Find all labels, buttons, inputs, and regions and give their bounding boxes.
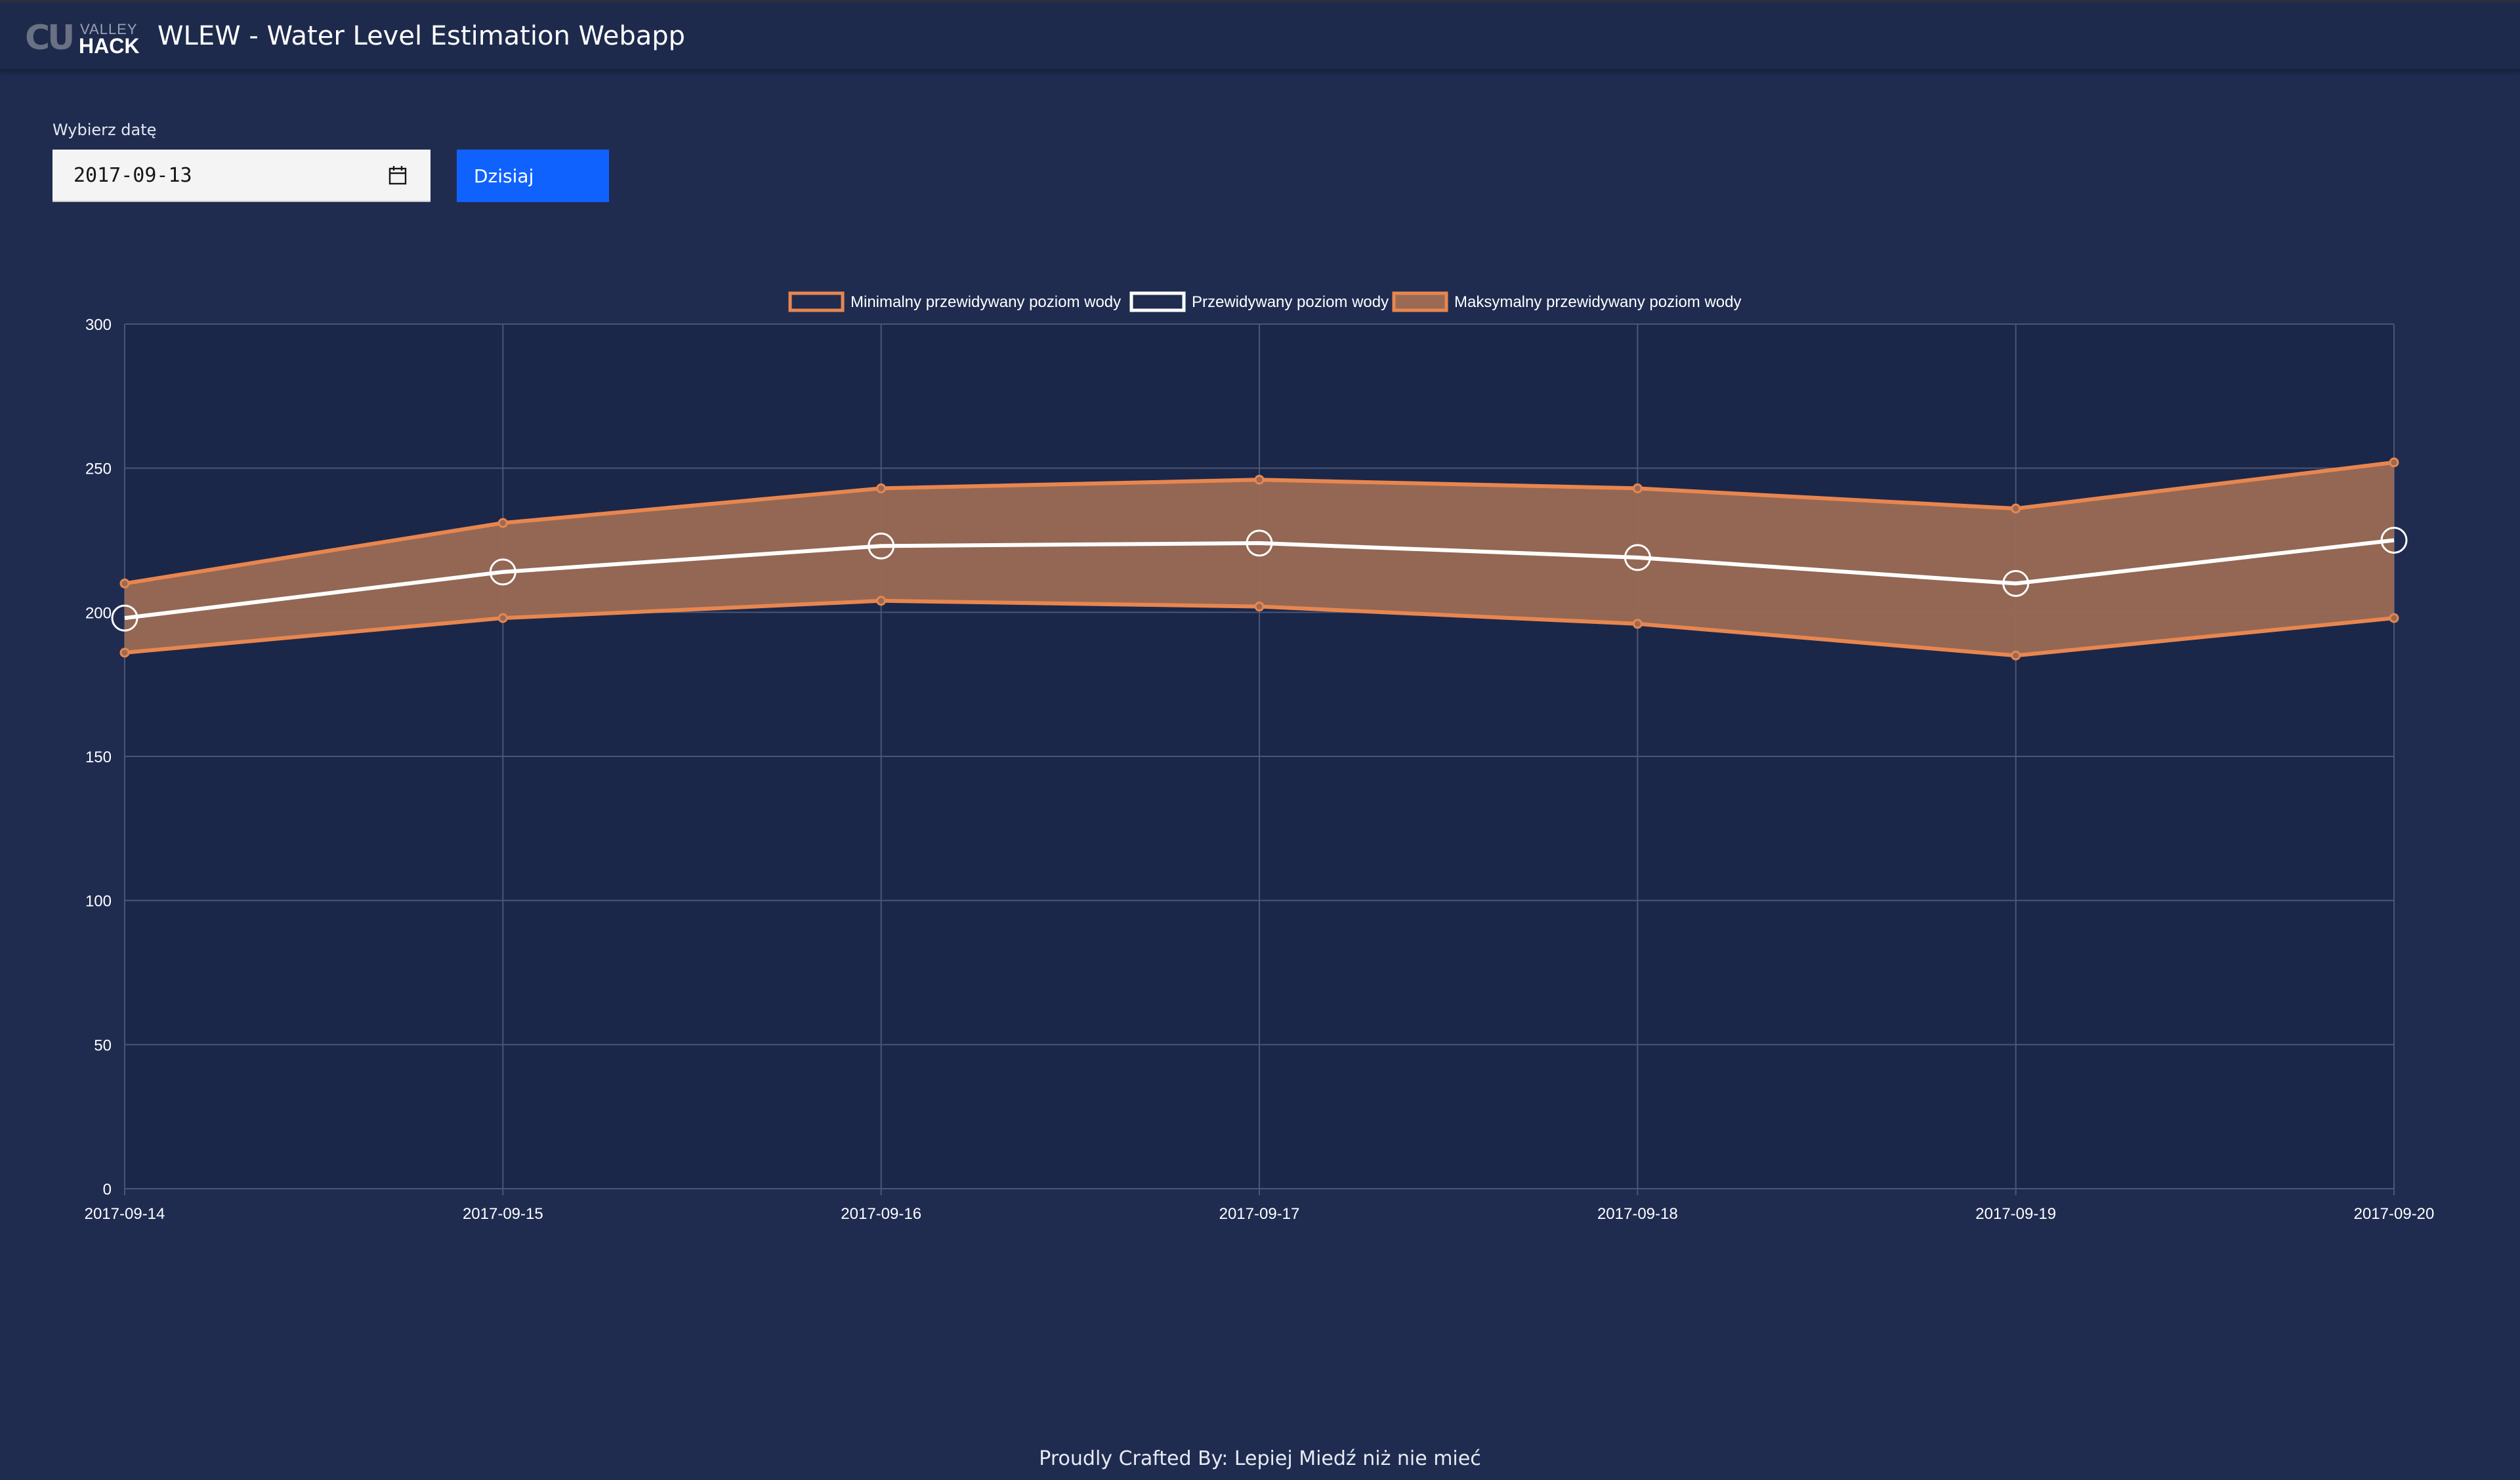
max-point-2 — [876, 483, 887, 493]
legend-label-max: Maksymalny przewidywany poziom wody — [1454, 293, 1741, 311]
legend-label-min: Minimalny przewidywany poziom wody — [850, 293, 1121, 311]
min-point-5 — [2011, 650, 2021, 661]
app-title: WLEW - Water Level Estimation Webapp — [158, 21, 686, 51]
min-point-0 — [119, 648, 130, 658]
y-tick-label-4: 200 — [85, 604, 112, 622]
logo-mark: CU — [25, 18, 75, 58]
legend-swatch-predicted — [1129, 291, 1186, 312]
x-tick-label-5: 2017-09-19 — [1975, 1205, 2056, 1223]
predicted-point-0 — [111, 604, 138, 632]
max-point-3 — [1254, 474, 1265, 485]
y-tick-label-0: 0 — [103, 1181, 112, 1199]
predicted-point-3 — [1246, 529, 1273, 557]
calendar-icon[interactable] — [388, 165, 407, 185]
date-picker-label: Wybierz datę — [52, 121, 157, 139]
min-point-4 — [1632, 619, 1643, 629]
x-tick-label-3: 2017-09-17 — [1219, 1205, 1300, 1223]
min-point-3 — [1254, 602, 1265, 612]
logo-top-text: VALLEY — [80, 21, 138, 37]
top-bar: CU VALLEY HACK WLEW - Water Level Estima… — [0, 0, 2520, 71]
min-point-2 — [876, 596, 887, 606]
min-point-1 — [497, 613, 508, 623]
x-tick-label-0: 2017-09-14 — [85, 1205, 165, 1223]
y-tick-label-2: 100 — [85, 893, 112, 911]
legend-swatch-min — [788, 291, 845, 312]
predicted-point-1 — [489, 558, 516, 586]
max-point-6 — [2389, 457, 2399, 468]
legend-swatch-max — [1392, 291, 1448, 312]
x-tick-label-2: 2017-09-16 — [841, 1205, 921, 1223]
water-level-chart: 0 50 100 150 200 250 300 2017-09-14 2017-09-15 20… — [85, 291, 2435, 1223]
date-input-value: 2017-09-13 — [74, 164, 192, 187]
predicted-point-6 — [2380, 527, 2408, 554]
y-tick-label-3: 150 — [85, 749, 112, 766]
y-tick-label-6: 300 — [85, 316, 112, 334]
max-point-5 — [2011, 503, 2021, 514]
x-tick-label-6: 2017-09-20 — [2354, 1205, 2435, 1223]
max-point-4 — [1632, 483, 1643, 493]
max-point-0 — [119, 578, 130, 588]
legend-label-predicted: Przewidywany poziom wody — [1192, 293, 1389, 311]
valley-hack-logo[interactable]: CU VALLEY HACK — [25, 18, 140, 58]
max-series-fill — [125, 462, 2394, 656]
y-tick-label-5: 250 — [85, 461, 112, 478]
predicted-point-2 — [868, 532, 895, 560]
max-point-1 — [497, 518, 508, 528]
min-point-6 — [2389, 613, 2399, 623]
x-tick-label-1: 2017-09-15 — [463, 1205, 543, 1223]
predicted-point-5 — [2002, 569, 2030, 597]
predicted-point-4 — [1624, 544, 1651, 571]
y-tick-label-1: 50 — [94, 1037, 112, 1054]
x-tick-label-4: 2017-09-18 — [1597, 1205, 1678, 1223]
date-input[interactable]: 2017-09-13 — [52, 150, 430, 202]
today-button[interactable]: Dzisiaj — [457, 150, 609, 202]
predicted-series-line — [124, 538, 2395, 621]
logo-bottom-text: HACK — [79, 34, 140, 58]
footer-credits: Proudly Crafted By: Lepiej Miedź niż nie… — [1039, 1447, 1481, 1470]
